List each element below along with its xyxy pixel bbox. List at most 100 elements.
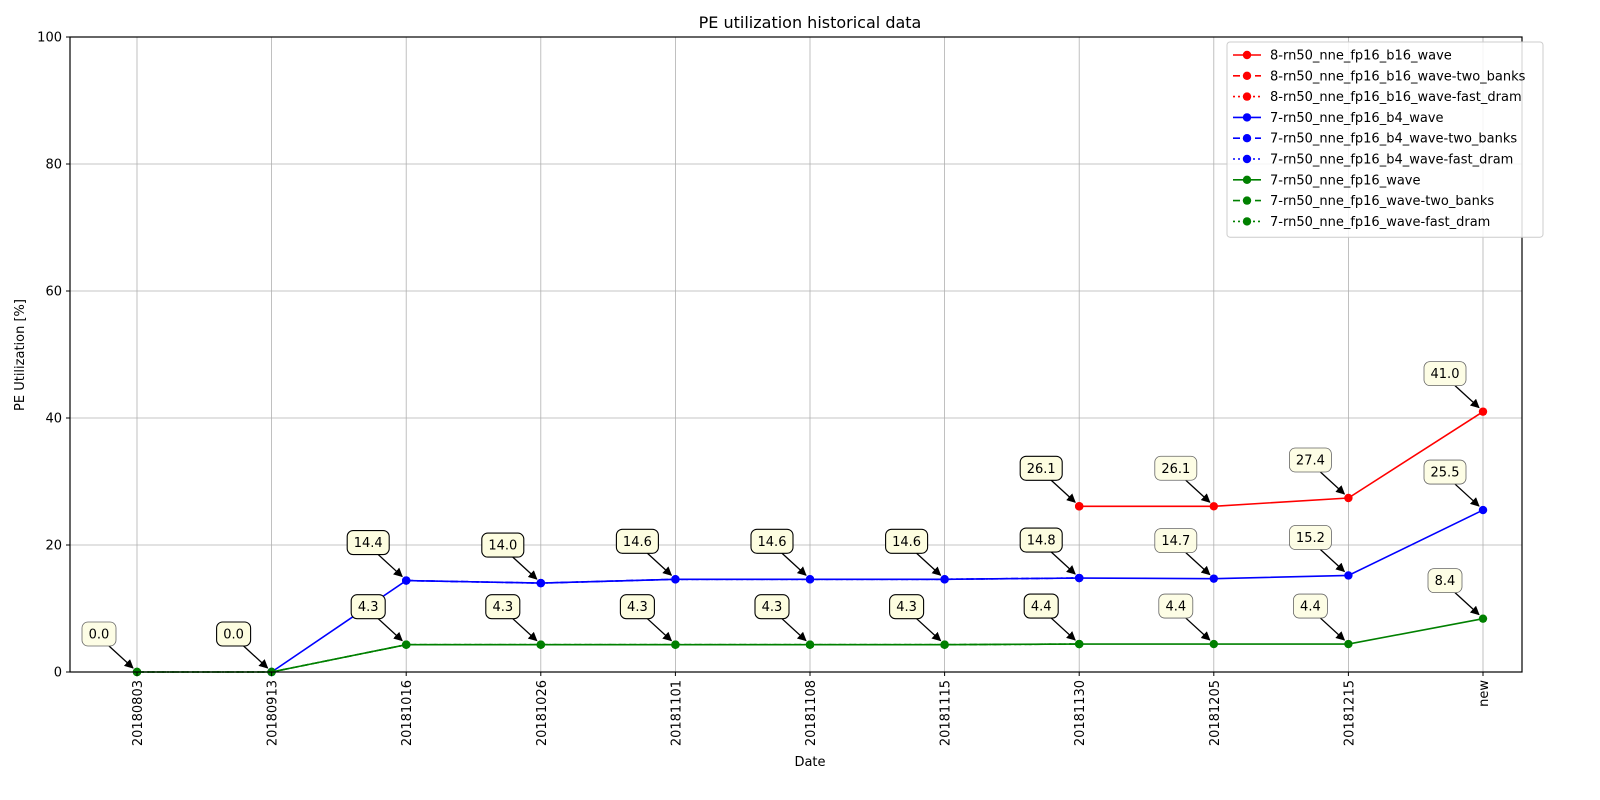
x-tick-label: 20181016 xyxy=(400,680,415,746)
x-tick-label: 20181115 xyxy=(939,680,954,746)
data-point xyxy=(1344,639,1353,649)
annotation-label: 4.4 xyxy=(1300,600,1321,615)
chart-title: PE utilization historical data xyxy=(699,13,922,32)
data-point xyxy=(402,576,411,585)
annotation-box xyxy=(481,532,525,558)
annotation: 4.3 xyxy=(619,594,673,642)
annotation-box xyxy=(1427,568,1463,594)
annotation-label: 0.0 xyxy=(223,628,244,643)
annotation-arrow xyxy=(1185,479,1211,503)
annotation-box xyxy=(754,594,790,620)
annotation-arrow xyxy=(781,618,807,642)
annotation-label: 41.0 xyxy=(1431,367,1460,382)
annotation-label: 14.8 xyxy=(1027,534,1056,549)
annotation-arrow xyxy=(1050,551,1076,575)
annotation-label: 26.1 xyxy=(1161,462,1190,477)
annotation: 14.0 xyxy=(481,532,538,580)
annotation-arrow xyxy=(781,552,807,576)
annotation-label: 4.3 xyxy=(896,600,917,615)
y-tick-label: 40 xyxy=(45,412,62,427)
annotation-label: 14.6 xyxy=(623,535,652,550)
legend-entry: 7-rn50_nne_fp16_b4_wave-two_banks xyxy=(1233,132,1517,147)
series-line xyxy=(271,509,1484,673)
data-point xyxy=(536,640,545,649)
annotation: 4.4 xyxy=(1293,593,1346,641)
legend-label: 7-rn50_nne_fp16_wave-two_banks xyxy=(1270,194,1494,209)
annotation-label: 14.7 xyxy=(1161,534,1190,549)
annotation: 4.3 xyxy=(485,594,538,642)
data-point xyxy=(1075,573,1084,583)
data-point xyxy=(805,575,815,584)
data-point xyxy=(1344,571,1353,580)
data-point xyxy=(1209,639,1219,649)
annotation-label: 14.6 xyxy=(758,535,787,550)
annotation-box xyxy=(615,528,659,554)
legend-label: 7-rn50_nne_fp16_b4_wave-fast_dram xyxy=(1270,153,1513,168)
annotation: 25.5 xyxy=(1423,459,1480,507)
annotation: 14.4 xyxy=(346,530,403,578)
x-tick-label: 20181101 xyxy=(669,680,684,746)
annotation: 14.6 xyxy=(750,528,807,576)
data-point xyxy=(1478,614,1488,623)
annotation: 14.6 xyxy=(615,528,673,576)
annotation-arrow xyxy=(1319,617,1346,641)
legend-marker xyxy=(1242,217,1252,226)
annotation-arrow xyxy=(377,618,403,642)
data-point xyxy=(536,578,545,588)
annotation-box xyxy=(1423,361,1467,387)
data-point xyxy=(1478,505,1488,515)
annotation-box xyxy=(885,528,929,554)
annotation-arrow xyxy=(1319,471,1346,495)
annotation-box xyxy=(350,594,386,620)
annotation-arrow xyxy=(1454,385,1480,409)
legend-marker xyxy=(1242,92,1252,101)
annotation-label: 14.0 xyxy=(488,539,517,554)
annotation-arrow xyxy=(243,645,269,669)
axes-frame xyxy=(69,36,1523,673)
x-tick-label: 20181130 xyxy=(1073,680,1088,746)
x-axis-label: Date xyxy=(794,755,825,770)
y-tick-label: 60 xyxy=(45,285,62,300)
annotation-box xyxy=(1019,455,1063,481)
annotation-arrow xyxy=(377,554,403,578)
legend-marker xyxy=(1242,196,1252,205)
annotation: 15.2 xyxy=(1289,525,1346,573)
legend-entry: 7-rn50_nne_fp16_wave-two_banks xyxy=(1233,194,1494,209)
legend-entry: 7-rn50_nne_fp16_wave xyxy=(1233,173,1421,188)
data-point xyxy=(671,575,680,584)
annotation-label: 26.1 xyxy=(1027,462,1056,477)
data-point xyxy=(805,640,815,649)
annotation-label: 4.3 xyxy=(762,600,783,615)
data-point xyxy=(1075,639,1084,649)
annotation-box xyxy=(1019,527,1063,553)
y-tick-label: 20 xyxy=(45,539,62,554)
x-tick-label: 20180803 xyxy=(131,680,146,746)
annotation-label: 27.4 xyxy=(1296,454,1325,469)
annotation-label: 15.2 xyxy=(1296,531,1325,546)
annotation: 4.4 xyxy=(1158,593,1211,641)
annotation: 26.1 xyxy=(1154,455,1211,503)
legend-marker xyxy=(1242,134,1252,143)
annotation-box xyxy=(1293,593,1328,619)
data-point xyxy=(1209,574,1219,583)
annotation-box xyxy=(1158,593,1194,619)
legend-label: 7-rn50_nne_fp16_wave-fast_dram xyxy=(1270,215,1490,230)
annotation-arrow xyxy=(646,618,673,642)
annotation-label: 4.4 xyxy=(1031,600,1052,615)
annotation-arrow xyxy=(1454,483,1480,507)
legend-marker xyxy=(1242,175,1252,184)
annotation: 4.4 xyxy=(1023,593,1076,641)
annotation-arrow xyxy=(512,556,538,580)
legend-label: 7-rn50_nne_fp16_b4_wave-two_banks xyxy=(1270,132,1517,147)
legend-label: 8-rn50_nne_fp16_b16_wave-fast_dram xyxy=(1270,90,1522,105)
legend-label: 8-rn50_nne_fp16_b16_wave-two_banks xyxy=(1270,69,1526,84)
annotation-arrow xyxy=(1050,479,1076,503)
annotation-box xyxy=(1423,459,1467,485)
y-tick-label: 100 xyxy=(37,31,62,46)
annotation-box xyxy=(346,530,390,556)
annotation-arrow xyxy=(1319,549,1346,573)
annotation-box xyxy=(889,594,925,620)
legend-entry: 7-rn50_nne_fp16_b4_wave xyxy=(1233,111,1444,126)
x-tick-label: 20181026 xyxy=(535,680,550,746)
legend-entry: 8-rn50_nne_fp16_b16_wave-two_banks xyxy=(1233,69,1526,84)
